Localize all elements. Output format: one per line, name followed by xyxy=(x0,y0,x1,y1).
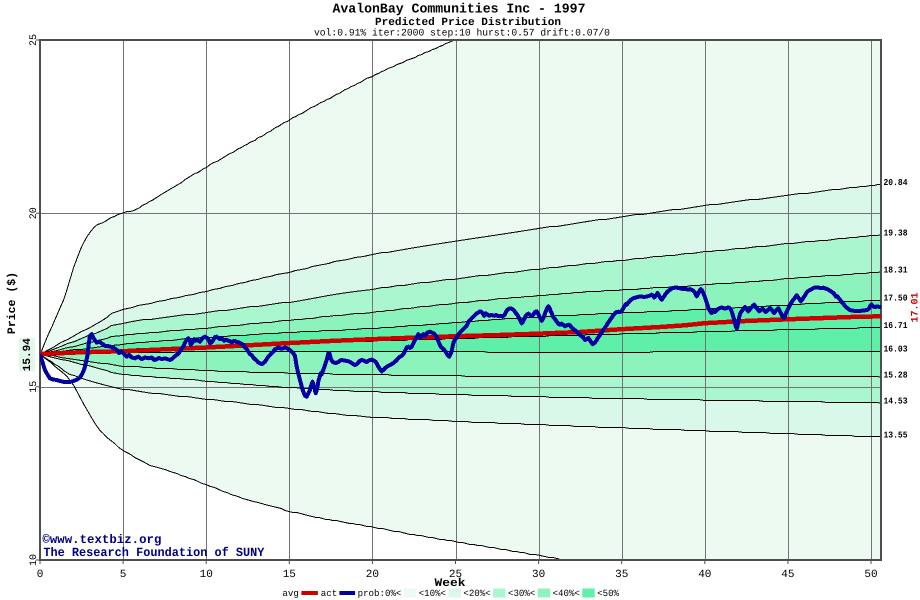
svg-text:15.94: 15.94 xyxy=(22,338,34,371)
svg-text:15: 15 xyxy=(29,381,40,393)
svg-text:AvalonBay Communities Inc - 19: AvalonBay Communities Inc - 1997 xyxy=(333,3,586,18)
svg-text:15.28: 15.28 xyxy=(884,371,908,381)
svg-text:15: 15 xyxy=(283,569,296,581)
svg-text:<20%<: <20%< xyxy=(463,588,491,599)
svg-text:avg: avg xyxy=(282,588,299,599)
svg-text:act: act xyxy=(321,588,338,599)
svg-text:40: 40 xyxy=(698,569,711,581)
svg-text:18.31: 18.31 xyxy=(884,266,909,276)
svg-text:25: 25 xyxy=(29,34,40,46)
svg-text:13.55: 13.55 xyxy=(884,431,908,441)
svg-text:<40%<: <40%< xyxy=(553,588,581,599)
svg-text:5: 5 xyxy=(120,569,127,581)
svg-text:50: 50 xyxy=(864,569,877,581)
svg-text:0: 0 xyxy=(37,569,44,581)
svg-text:35: 35 xyxy=(615,569,628,581)
svg-text:prob:0%<: prob:0%< xyxy=(358,588,402,599)
svg-text:Price ($): Price ($) xyxy=(6,272,19,334)
svg-text:14.53: 14.53 xyxy=(884,397,908,407)
svg-text:25: 25 xyxy=(449,569,462,581)
svg-text:<30%<: <30%< xyxy=(508,588,536,599)
svg-text:17.01: 17.01 xyxy=(911,292,920,322)
svg-text:Week: Week xyxy=(435,577,466,590)
svg-text:Predicted Price Distribution: Predicted Price Distribution xyxy=(375,17,561,29)
svg-text:19.38: 19.38 xyxy=(884,229,908,239)
svg-text:vol:0.91% iter:2000 step:10 hu: vol:0.91% iter:2000 step:10 hurst:0.57 d… xyxy=(314,27,610,39)
svg-text:©www.textbiz.org: ©www.textbiz.org xyxy=(42,533,161,547)
svg-text:10: 10 xyxy=(29,554,40,566)
svg-text:17.50: 17.50 xyxy=(884,294,908,304)
svg-text:The Research Foundation of SUN: The Research Foundation of SUNY xyxy=(43,546,264,560)
svg-text:16.03: 16.03 xyxy=(884,345,908,355)
svg-text:16.71: 16.71 xyxy=(884,321,909,331)
svg-text:20: 20 xyxy=(29,207,40,219)
svg-text:20.84: 20.84 xyxy=(884,178,909,188)
svg-text:20: 20 xyxy=(366,569,379,581)
svg-text:10: 10 xyxy=(200,569,213,581)
svg-text:<50%: <50% xyxy=(597,588,619,599)
svg-text:45: 45 xyxy=(781,569,794,581)
svg-text:<10%<: <10%< xyxy=(419,588,447,599)
svg-text:30: 30 xyxy=(532,569,545,581)
